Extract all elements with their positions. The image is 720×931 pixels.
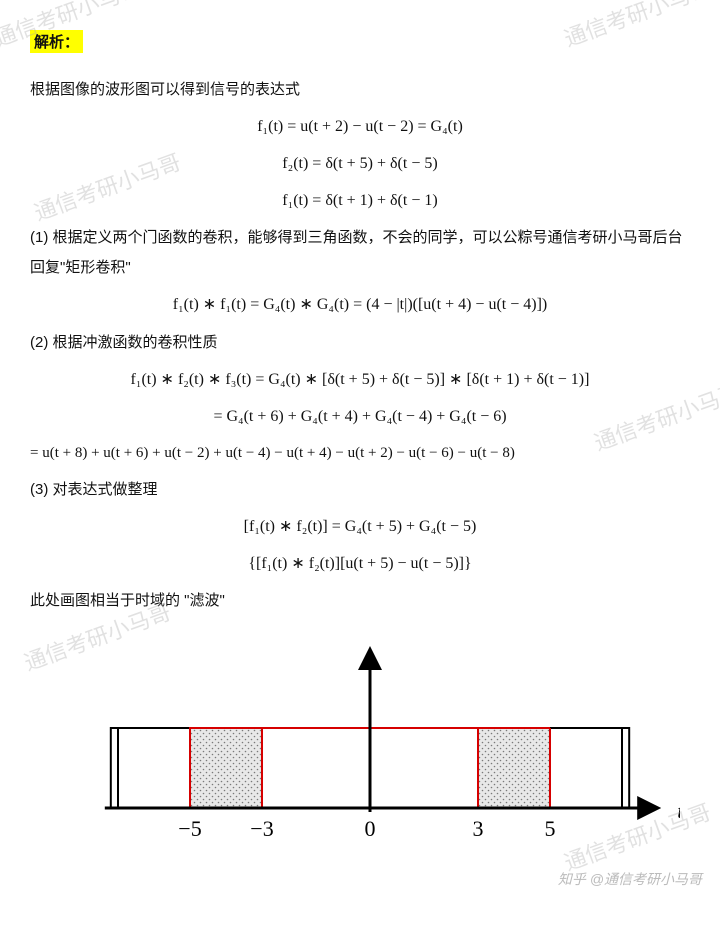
svg-text:3: 3 <box>473 816 484 841</box>
paragraph-1: 根据图像的波形图可以得到信号的表达式 <box>30 75 690 105</box>
page: 解析： 根据图像的波形图可以得到信号的表达式 f₁(t) = u(t + 2) … <box>0 0 720 895</box>
equation-1: f₁(t) = u(t + 2) − u(t − 2) = G₄(t) <box>30 113 690 142</box>
equation-3: f₁(t) = δ(t + 1) + δ(t − 1) <box>30 187 690 216</box>
equation-5: f₁(t) ∗ f₂(t) ∗ f₃(t) = G₄(t) ∗ [δ(t + 5… <box>30 366 690 395</box>
paragraph-5: 此处画图相当于时域的 "滤波" <box>30 586 690 616</box>
equation-7: = u(t + 8) + u(t + 6) + u(t − 2) + u(t −… <box>30 440 690 467</box>
svg-text:5: 5 <box>545 816 556 841</box>
signal-svg: −5 −3 0 3 5 t <box>40 630 680 850</box>
signal-chart: −5 −3 0 3 5 t <box>30 630 690 855</box>
paragraph-2: (1) 根据定义两个门函数的卷积，能够得到三角函数，不会的同学，可以公粽号通信考… <box>30 223 690 283</box>
svg-text:−5: −5 <box>178 816 201 841</box>
paragraph-3: (2) 根据冲激函数的卷积性质 <box>30 328 690 358</box>
svg-text:t: t <box>677 798 680 823</box>
section-title: 解析： <box>30 30 83 53</box>
footer-credit: 知乎 @通信考研小马哥 <box>558 869 702 889</box>
svg-text:−3: −3 <box>250 816 273 841</box>
equation-9: {[f₁(t) ∗ f₂(t)][u(t + 5) − u(t − 5)]} <box>30 550 690 579</box>
equation-4: f₁(t) ∗ f₁(t) = G₄(t) ∗ G₄(t) = (4 − |t|… <box>30 291 690 320</box>
paragraph-4: (3) 对表达式做整理 <box>30 475 690 505</box>
equation-2: f₂(t) = δ(t + 5) + δ(t − 5) <box>30 150 690 179</box>
svg-text:0: 0 <box>365 816 376 841</box>
equation-6: = G₄(t + 6) + G₄(t + 4) + G₄(t − 4) + G₄… <box>30 403 690 432</box>
equation-8: [f₁(t) ∗ f₂(t)] = G₄(t + 5) + G₄(t − 5) <box>30 513 690 542</box>
